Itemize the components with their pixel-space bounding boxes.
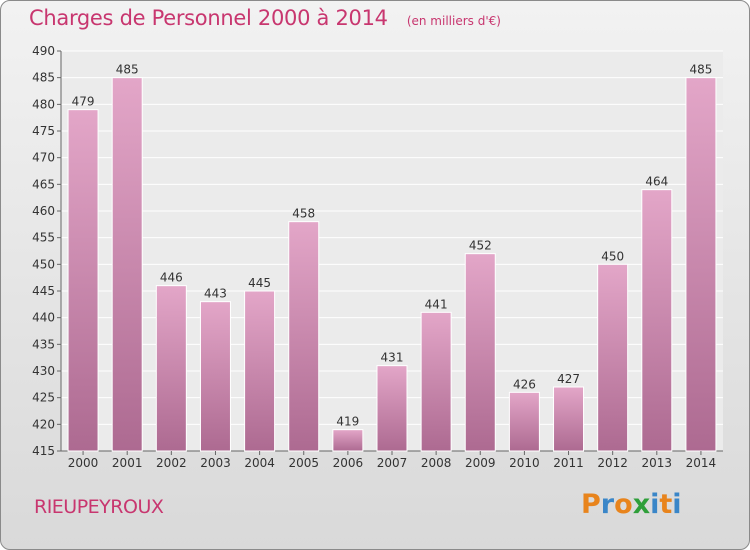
x-tick-label: 2000 [68,456,99,470]
data-label: 464 [645,175,668,189]
y-tick-label: 415 [32,444,55,458]
y-tick-label: 440 [32,311,55,325]
data-label: 427 [557,372,580,386]
data-label: 419 [336,415,359,429]
data-label: 458 [292,207,315,221]
chart-title: Charges de Personnel 2000 à 2014 [29,6,388,30]
x-tick-label: 2009 [465,456,496,470]
bar [332,429,364,452]
bar [155,285,187,452]
y-tick-label: 465 [32,177,55,191]
data-label: 479 [72,95,95,109]
y-tick-label: 480 [32,97,55,111]
town-name: RIEUPEYROUX [34,496,164,518]
y-tick-label: 425 [32,391,55,405]
y-tick-label: 430 [32,364,55,378]
x-tick-label: 2012 [597,456,628,470]
y-tick-label: 435 [32,337,55,351]
bar [553,386,585,452]
y-tick-label: 455 [32,231,55,245]
data-label: 426 [513,377,536,391]
data-label: 431 [381,351,404,365]
logo-letter: t [659,489,673,520]
y-tick-label: 445 [32,284,55,298]
bar [67,109,99,452]
x-tick-label: 2003 [200,456,231,470]
data-label: 441 [425,297,448,311]
data-label: 445 [248,276,271,290]
x-tick-label: 2008 [421,456,452,470]
bar [376,365,408,452]
logo-letter: P [581,489,601,520]
bar [641,189,673,452]
bar [685,77,717,452]
bar [244,290,276,452]
x-tick-label: 2002 [156,456,187,470]
data-label: 450 [601,249,624,263]
bar [464,253,496,452]
bar [111,77,143,452]
x-tick-label: 2013 [642,456,673,470]
data-label: 485 [116,63,139,77]
x-tick-label: 2010 [509,456,540,470]
bar [597,263,629,452]
x-tick-label: 2007 [377,456,408,470]
x-tick-label: 2014 [686,456,717,470]
bar [288,221,320,452]
data-label: 446 [160,271,183,285]
data-label: 452 [469,239,492,253]
y-tick-label: 420 [32,417,55,431]
logo-letter: x [632,489,651,520]
y-tick-label: 450 [32,257,55,271]
logo-letter: r [600,489,615,520]
data-label: 443 [204,287,227,301]
x-tick-label: 2006 [333,456,364,470]
y-tick-label: 490 [32,44,55,58]
chart-subtitle: (en milliers d'€) [406,14,501,28]
bar [199,301,231,452]
x-tick-label: 2011 [553,456,584,470]
logo-letter: i [650,489,660,520]
bar [508,391,540,452]
y-tick-label: 475 [32,124,55,138]
bar [420,311,452,452]
logo-letter: i [672,489,682,520]
proxiti-logo: Proxiti [581,489,682,520]
title-row: Charges de Personnel 2000 à 2014 (en mil… [29,6,501,30]
x-tick-label: 2004 [244,456,275,470]
data-label: 485 [689,63,712,77]
x-tick-label: 2001 [112,456,143,470]
y-tick-label: 460 [32,204,55,218]
x-tick-label: 2005 [288,456,319,470]
y-tick-label: 470 [32,151,55,165]
logo-letter: o [614,489,633,520]
y-tick-label: 485 [32,71,55,85]
